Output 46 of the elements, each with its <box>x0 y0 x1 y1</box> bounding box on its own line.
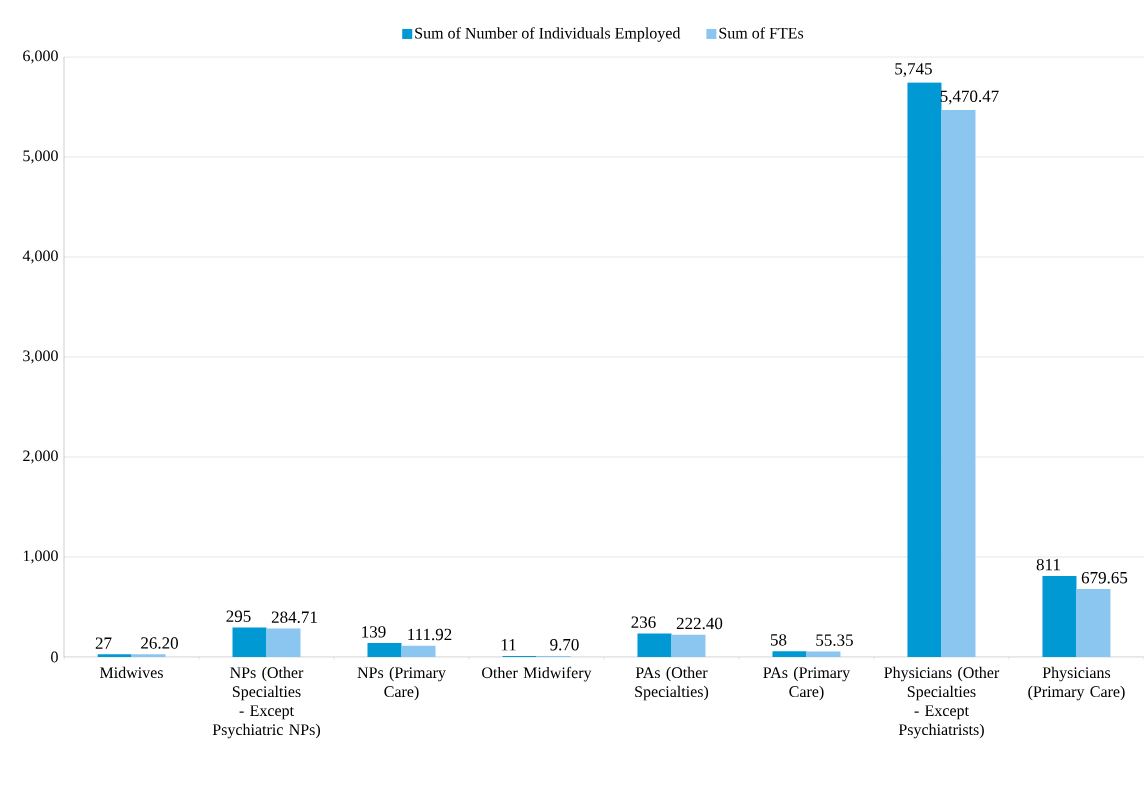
data-label: 9.70 <box>550 638 579 651</box>
x-tick-label: PAs (Other Specialties) <box>635 666 709 701</box>
data-label: 111.92 <box>408 628 452 641</box>
data-label: 222.40 <box>676 617 723 630</box>
bar <box>1076 589 1111 657</box>
x-tick-label: Physicians (Primary Care) <box>1028 666 1125 701</box>
y-tick-label: 4,000 <box>22 250 58 264</box>
y-tick-label: 6,000 <box>23 50 58 64</box>
data-label: 58 <box>770 634 787 646</box>
bar <box>131 654 166 657</box>
bar <box>772 651 807 657</box>
y-tick-label: 2,000 <box>23 450 58 464</box>
x-tick-label: NPs (Primary Care) <box>357 666 446 701</box>
data-label: 679.65 <box>1081 571 1128 584</box>
data-label: 11 <box>501 639 516 651</box>
data-label: 284.71 <box>271 611 317 623</box>
y-tick-label: 0 <box>51 651 58 663</box>
bar <box>806 651 841 657</box>
bar <box>671 634 706 657</box>
bar <box>97 654 132 657</box>
bar <box>941 109 976 657</box>
data-label: 5,745 <box>895 63 932 77</box>
bar <box>1042 575 1077 657</box>
bar <box>266 628 301 657</box>
bar <box>367 643 402 657</box>
data-label: 55.35 <box>816 634 853 646</box>
y-tick-label: 5,000 <box>23 150 58 164</box>
bar <box>907 82 942 657</box>
data-label: 811 <box>1036 558 1060 571</box>
x-tick-label: Other Midwifery <box>482 666 592 682</box>
x-tick-label: NPs (Other Specialties - Except Psychiatric NPs) <box>212 666 321 739</box>
data-label: 295 <box>226 610 251 622</box>
x-tick-label: Midwives <box>99 666 163 679</box>
bar <box>401 645 436 657</box>
x-tick-label: Physicians (Other Specialties - Except Psychiatrists) <box>884 666 1000 739</box>
bar <box>637 633 672 657</box>
y-tick-label: 1,000 <box>23 550 58 564</box>
legend-label: Sum of Number of Individuals Employed <box>415 27 681 42</box>
bar <box>232 627 267 657</box>
x-tick-label: PAs (Primary Care) <box>763 666 851 701</box>
y-tick-label: 3,000 <box>23 350 58 364</box>
data-label: 26.20 <box>141 637 178 649</box>
legend-label: Sum of FTEs <box>719 27 804 39</box>
data-label: 27 <box>95 637 112 649</box>
data-label: 236 <box>631 616 656 628</box>
data-label: 139 <box>362 626 386 638</box>
